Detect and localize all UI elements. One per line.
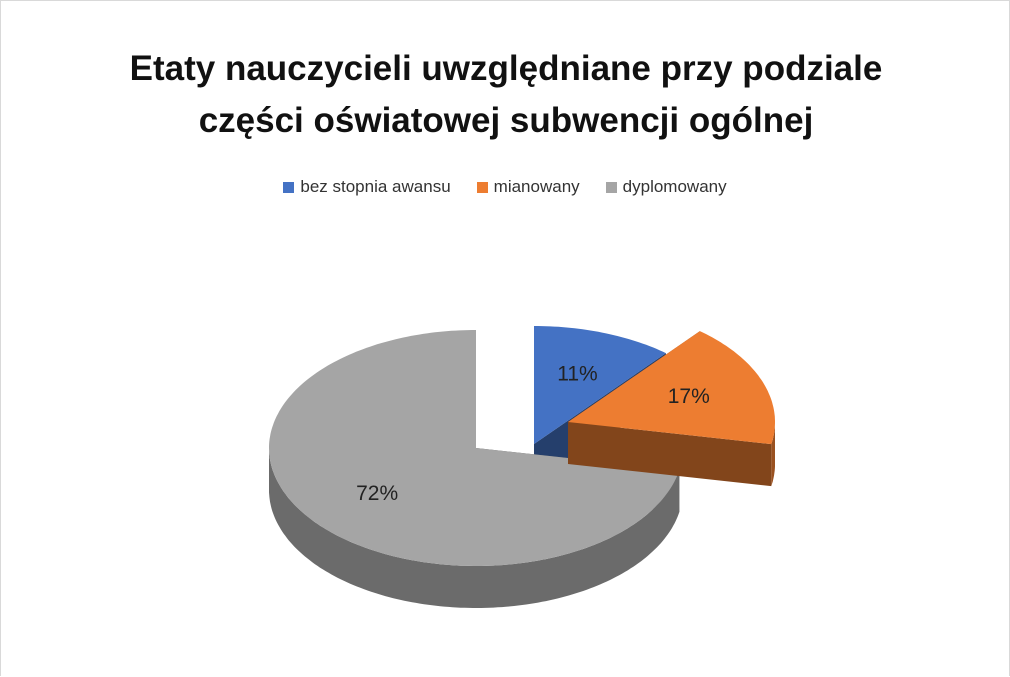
slice-wall: [269, 448, 680, 608]
legend-label: dyplomowany: [622, 177, 727, 196]
legend-swatch: [476, 181, 488, 193]
slice-wall: [771, 422, 775, 487]
data-label: 11%: [557, 363, 597, 386]
slice-side: [568, 422, 772, 487]
data-label: 17%: [668, 385, 710, 408]
legend-swatch: [605, 181, 617, 193]
data-label: 72%: [356, 482, 398, 505]
slice: [568, 331, 775, 445]
legend-label: bez stopnia awansu: [300, 177, 451, 196]
legend-label: mianowany: [493, 177, 580, 196]
legend-item: dyplomowany: [605, 177, 727, 197]
legend-item: mianowany: [476, 177, 580, 197]
slice: [534, 326, 666, 444]
legend-swatch: [283, 181, 295, 193]
legend-item: bez stopnia awansu: [283, 177, 451, 197]
legend: bez stopnia awansu mianowany dyplomowany: [1, 177, 1009, 197]
slice: [269, 330, 680, 566]
chart-title: Etaty nauczycieli uwzględniane przy podz…: [129, 49, 883, 140]
